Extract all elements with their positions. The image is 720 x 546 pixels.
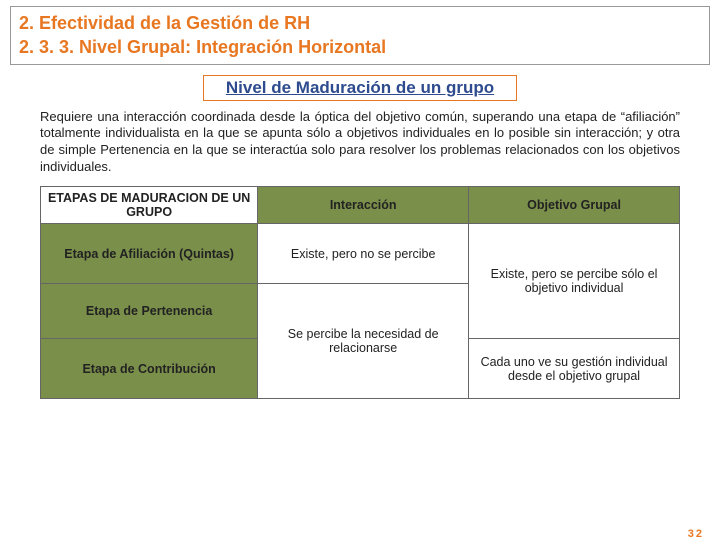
- title-line-2: 2. 3. 3. Nivel Grupal: Integración Horiz…: [19, 35, 701, 59]
- row1-label: Etapa de Afiliación (Quintas): [41, 224, 258, 284]
- title-line-1: 2. Efectividad de la Gestión de RH: [19, 11, 701, 35]
- row3-objective: Cada uno ve su gestión individual desde …: [469, 339, 680, 399]
- subtitle-box: Nivel de Maduración de un grupo: [203, 75, 517, 101]
- header-col1: ETAPAS DE MADURACION DE UN GRUPO: [41, 187, 258, 224]
- row12-objective: Existe, pero se percibe sólo el objetivo…: [469, 224, 680, 339]
- subtitle-text: Nivel de Maduración de un grupo: [226, 78, 494, 97]
- header-col2: Interacción: [258, 187, 469, 224]
- row1-interaction: Existe, pero no se percibe: [258, 224, 469, 284]
- body-paragraph: Requiere una interacción coordinada desd…: [40, 109, 680, 177]
- maturation-table: ETAPAS DE MADURACION DE UN GRUPO Interac…: [40, 186, 680, 399]
- page-number: 32: [688, 528, 704, 540]
- subtitle-container: Nivel de Maduración de un grupo: [135, 75, 585, 101]
- table-row: Etapa de Afiliación (Quintas) Existe, pe…: [41, 224, 680, 284]
- title-box: 2. Efectividad de la Gestión de RH 2. 3.…: [10, 6, 710, 65]
- row2-label: Etapa de Pertenencia: [41, 284, 258, 339]
- row23-interaction: Se percibe la necesidad de relacionarse: [258, 284, 469, 399]
- row3-label: Etapa de Contribución: [41, 339, 258, 399]
- header-col3: Objetivo Grupal: [469, 187, 680, 224]
- table-header-row: ETAPAS DE MADURACION DE UN GRUPO Interac…: [41, 187, 680, 224]
